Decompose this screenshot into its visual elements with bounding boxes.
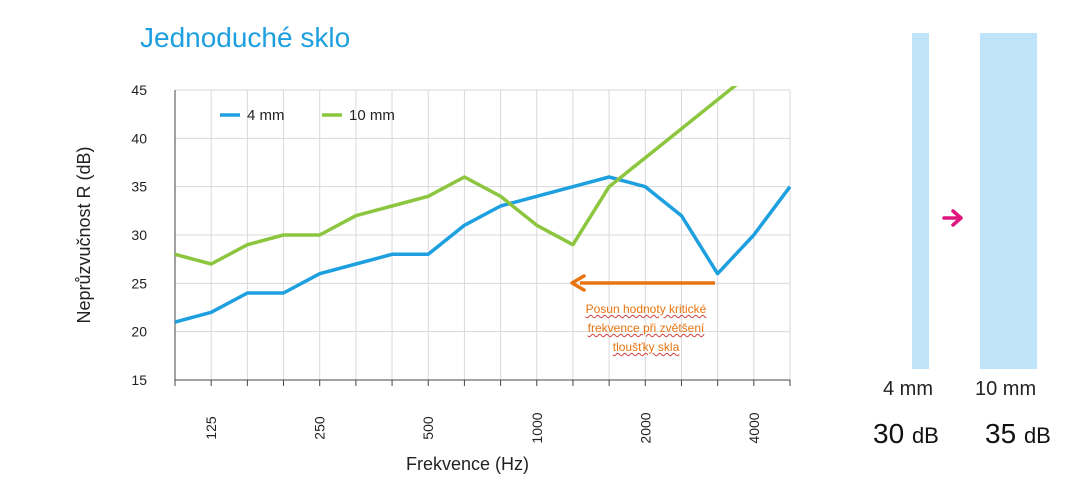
arrow-right-icon [942, 209, 963, 227]
y-tick-label: 45 [131, 82, 147, 98]
glass-thick-pane [980, 33, 1037, 369]
glass-thin-db-unit: dB [911, 423, 939, 448]
x-tick-label: 125 [203, 416, 219, 440]
legend-label: 10 mm [349, 107, 395, 124]
x-tick-label: 1000 [529, 412, 545, 443]
y-tick-label: 30 [131, 227, 147, 243]
glass-thin-db: 30 dB [873, 418, 939, 450]
y-tick-label: 15 [131, 372, 147, 388]
x-tick-label: 250 [312, 416, 328, 440]
glass-thick-db-value: 35 [985, 418, 1017, 449]
y-axis-label: Neprůzvučnost R (dB) [74, 146, 94, 323]
line-chart: 15 20 25 30 35 40 45 125 250 500 1000 2000 4000 Neprů… [74, 82, 792, 474]
x-tick-label: 2000 [637, 412, 653, 443]
chart-title: Jednoduché sklo [140, 22, 351, 53]
x-tick-label: 4000 [746, 412, 762, 443]
y-tick-label: 40 [131, 130, 147, 146]
annotation-line-2: frekvence při zvětšení [587, 321, 705, 335]
glass-thin-db-value: 30 [873, 418, 905, 449]
series-line-2 [175, 86, 738, 266]
y-tick-label: 20 [131, 324, 147, 340]
annotation-text: Posun hodnoty kritické frekvence při zvě… [560, 300, 732, 357]
series-line-1 [175, 175, 792, 324]
legend-label: 4 mm [247, 107, 285, 124]
glass-thin-pane [912, 33, 929, 369]
glass-thick-db: 35 dB [985, 418, 1051, 450]
y-tick-label: 25 [131, 275, 147, 291]
x-axis-label: Frekvence (Hz) [406, 454, 529, 474]
annotation-arrow-head [570, 274, 586, 292]
y-tick-label: 35 [131, 179, 147, 195]
annotation-line-1: Posun hodnoty kritické [585, 302, 707, 316]
glass-thick-label: 10 mm [975, 378, 1037, 400]
annotation-line-3: tloušťky skla [612, 340, 680, 354]
glass-thin-label: 4 mm [883, 378, 933, 400]
x-tick-label: 500 [420, 416, 436, 440]
glass-thick-db-unit: dB [1023, 423, 1051, 448]
